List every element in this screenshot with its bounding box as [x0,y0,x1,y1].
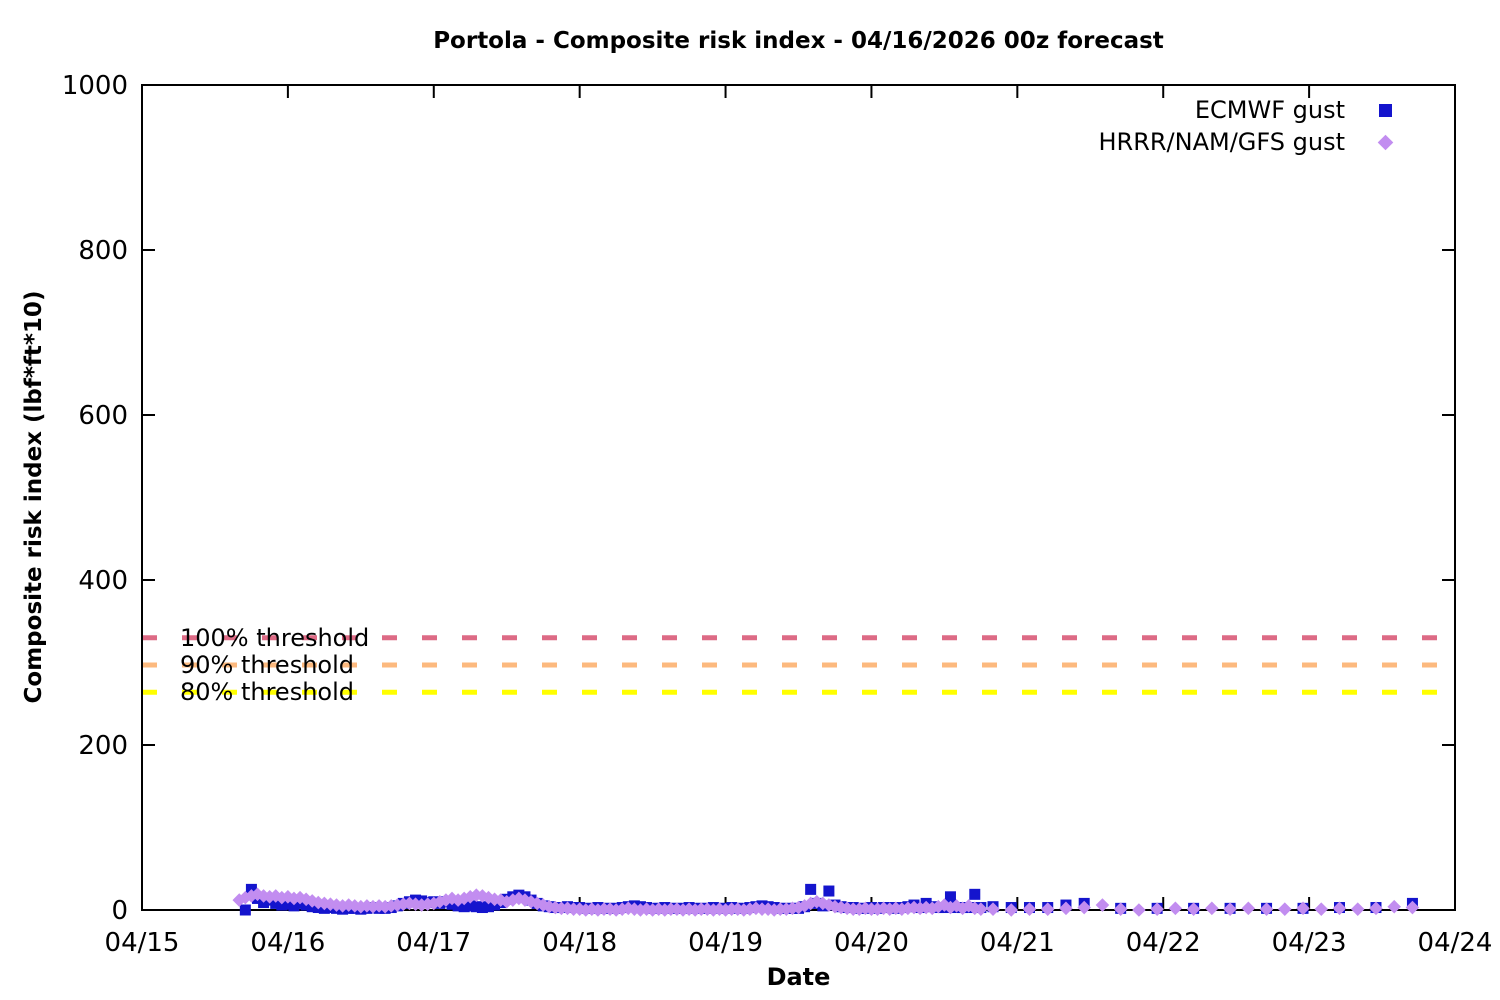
y-tick-label: 200 [78,731,128,761]
hrrr-point [1132,903,1146,917]
x-tick-label: 04/22 [1126,928,1201,958]
ecmwf-point [805,883,817,895]
legend-row-ecmwf: ECMWF gust [900,94,1500,126]
ecmwf-point [823,885,835,897]
ecmwf-point [288,900,300,912]
hrrr-diamond-marker-icon [1377,134,1394,150]
ecmwf-point [458,901,470,913]
hrrr-point [1296,901,1310,916]
hrrr-point [974,902,988,916]
ecmwf-point [482,901,494,913]
x-tick-label: 04/16 [250,928,325,958]
threshold-label-80: 80% threshold [180,678,354,707]
ecmwf-point [470,901,482,913]
ecmwf-point [276,899,288,911]
legend-label-ecmwf: ECMWF gust [1194,96,1345,124]
hrrr-point [1205,901,1219,916]
x-tick-label: 04/21 [980,928,1055,958]
threshold-label-90: 90% threshold [180,650,354,679]
x-tick-label: 04/24 [1418,928,1493,958]
hrrr-point [1387,899,1402,914]
hrrr-point [1369,901,1383,916]
hrrr-point [1314,902,1329,916]
ecmwf-point [270,897,282,909]
hrrr-point [1004,903,1019,917]
hrrr-point [986,902,1000,916]
legend: ECMWF gust HRRR/NAM/GFS gust [900,94,1500,158]
ecmwf-point [944,891,956,903]
hrrr-point [1022,902,1037,916]
x-axis-label: Date [766,963,831,991]
x-tick-label: 04/17 [396,928,471,958]
y-tick-label: 0 [111,896,128,926]
ecmwf-point [464,900,476,912]
hrrr-point [1040,902,1055,916]
hrrr-point [1241,901,1256,916]
y-tick-label: 1000 [62,71,128,101]
x-tick-label: 04/15 [105,928,180,958]
threshold-label-100: 100% threshold [180,623,370,652]
x-tick-label: 04/18 [542,928,617,958]
ecmwf-point [282,898,294,910]
legend-row-hrrr: HRRR/NAM/GFS gust [900,126,1500,158]
hrrr-point [1350,902,1365,916]
y-tick-label: 800 [78,236,128,266]
ecmwf-point [239,904,251,916]
x-tick-label: 04/19 [688,928,763,958]
hrrr-point [1113,902,1128,916]
x-tick-label: 04/23 [1272,928,1347,958]
legend-label-hrrr: HRRR/NAM/GFS gust [1098,128,1345,156]
ecmwf-point [476,902,488,914]
hrrr-point [1186,902,1201,916]
hrrr-point [1168,901,1183,916]
chart-title: Portola - Composite risk index - 04/16/2… [433,28,1164,54]
y-tick-label: 400 [78,566,128,596]
plot-border [141,84,1456,911]
hrrr-point [1278,902,1292,916]
y-tick-label: 600 [78,401,128,431]
ecmwf-square-marker-icon [1379,103,1392,117]
ecmwf-point [969,888,981,900]
x-tick-label: 04/20 [834,928,909,958]
